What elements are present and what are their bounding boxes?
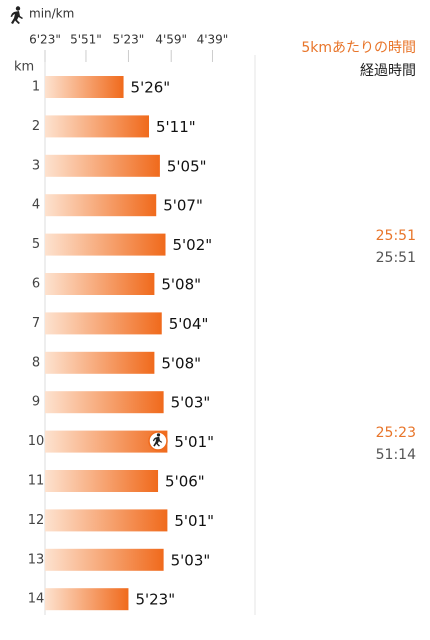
elapsed-time: 25:51 (376, 250, 416, 266)
x-tick-label: 5'51" (70, 33, 102, 47)
value-label: 5'03" (171, 551, 211, 569)
x-tick-label: 4'59" (155, 33, 187, 47)
row-axis-label: km (14, 60, 34, 75)
x-tick-label: 6'23" (29, 33, 61, 47)
unit-label: min/km (29, 7, 74, 21)
split-time: 25:51 (376, 228, 416, 244)
row-label: 4 (32, 198, 40, 213)
row-label: 3 (32, 158, 40, 173)
row-label: 7 (32, 316, 40, 331)
bar (45, 470, 159, 492)
row-label: 6 (32, 277, 40, 292)
bar (45, 509, 168, 532)
row-label: 12 (28, 513, 45, 528)
value-label: 5'01" (174, 433, 214, 451)
elapsed-header: 経過時間 (360, 63, 416, 79)
bar (45, 273, 155, 295)
bar (45, 76, 124, 98)
value-label: 5'01" (174, 512, 214, 530)
row-label: 2 (32, 119, 40, 134)
value-label: 5'07" (163, 197, 203, 215)
value-label: 5'03" (171, 394, 211, 412)
row-label: 11 (28, 474, 45, 489)
value-label: 5'05" (167, 157, 207, 175)
value-label: 5'08" (161, 276, 201, 294)
row-label: 10 (28, 434, 45, 449)
value-label: 5'23" (135, 591, 175, 609)
row-label: 8 (32, 355, 40, 370)
bar (45, 588, 129, 611)
row-label: 14 (28, 592, 45, 607)
row-label: 9 (32, 395, 40, 410)
row-label: 1 (32, 80, 40, 95)
value-label: 5'11" (156, 118, 196, 136)
x-tick-label: 4'39" (197, 33, 229, 47)
current-runner-badge (148, 431, 168, 451)
value-label: 5'06" (165, 473, 205, 491)
bar (45, 233, 166, 256)
bar (45, 312, 162, 335)
value-label: 5'02" (172, 236, 212, 254)
value-label: 5'04" (169, 315, 209, 333)
bar (45, 430, 168, 453)
bar (45, 154, 160, 177)
elapsed-time: 51:14 (376, 447, 416, 463)
split-time: 25:23 (376, 425, 416, 441)
split-header: 5kmあたりの時間 (301, 40, 416, 56)
bar (45, 115, 150, 138)
x-tick-label: 5'23" (113, 33, 145, 47)
runner-icon (10, 6, 23, 24)
row-label: 5 (32, 237, 40, 252)
value-label: 5'08" (161, 354, 201, 372)
bar (45, 548, 164, 571)
bar (45, 391, 164, 414)
row-label: 13 (28, 552, 45, 567)
value-label: 5'26" (131, 79, 171, 97)
bar (45, 194, 157, 217)
bar (45, 351, 155, 374)
